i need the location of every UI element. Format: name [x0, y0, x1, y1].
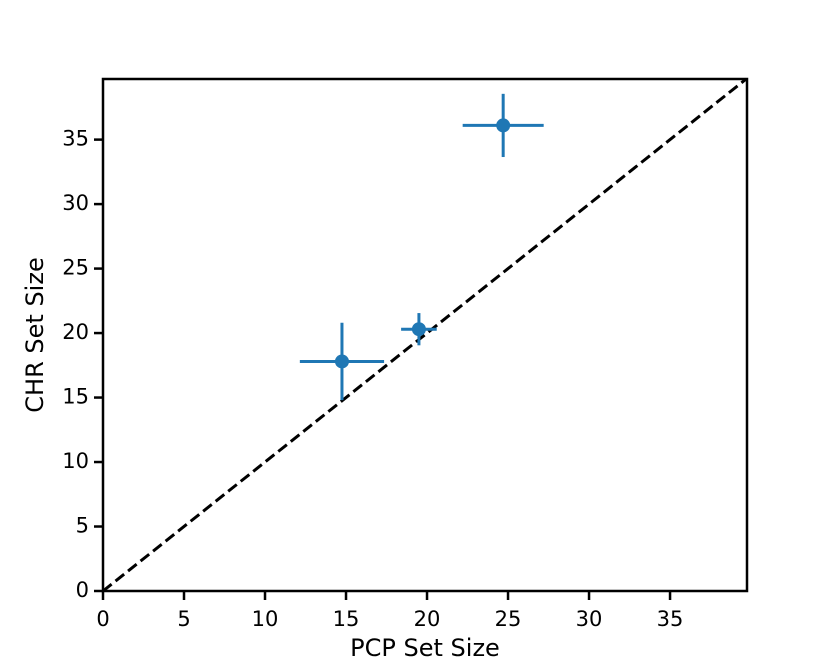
y-tick-label: 10 [62, 449, 89, 473]
y-tick-label: 0 [76, 578, 89, 602]
x-tick-label: 25 [495, 607, 522, 631]
point [496, 118, 511, 133]
x-tick-label: 20 [414, 607, 441, 631]
point [334, 354, 349, 369]
y-tick-label: 5 [76, 514, 89, 538]
y-tick-label: 15 [62, 385, 89, 409]
y-tick-label: 30 [62, 191, 89, 215]
x-tick-label: 10 [252, 607, 279, 631]
x-tick-label: 35 [657, 607, 684, 631]
y-tick-label: 25 [62, 256, 89, 280]
plot-frame [101, 77, 749, 593]
x-axis-label: PCP Set Size [350, 634, 500, 662]
y-axis-label: CHR Set Size [21, 257, 49, 412]
reference-line [102, 77, 748, 593]
y-tick-label: 35 [62, 127, 89, 151]
y-tick-label: 20 [62, 320, 89, 344]
x-tick-label: 15 [333, 607, 360, 631]
x-tick-label: 30 [576, 607, 603, 631]
point [411, 322, 426, 337]
x-tick-label: 0 [96, 607, 109, 631]
x-tick-label: 5 [177, 607, 190, 631]
